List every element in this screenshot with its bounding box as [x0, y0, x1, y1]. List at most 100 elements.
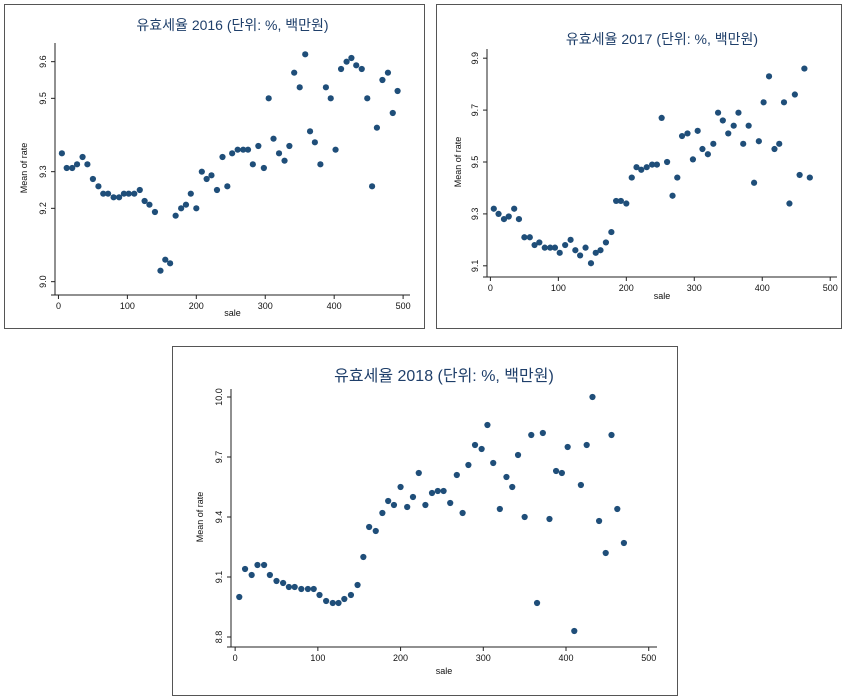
data-point: [546, 515, 553, 523]
x-tick-label: 400: [755, 283, 770, 293]
data-point: [397, 483, 404, 491]
data-point: [360, 553, 367, 561]
x-tick-label: 400: [558, 653, 573, 663]
data-point: [335, 599, 342, 607]
data-point: [674, 174, 681, 181]
data-point: [296, 84, 303, 91]
data-point: [322, 84, 330, 91]
x-tick-label: 300: [476, 653, 491, 663]
data-point: [589, 393, 596, 401]
x-tick-label: 500: [396, 301, 411, 311]
x-tick-label: 300: [258, 301, 273, 311]
data-point: [266, 571, 273, 579]
data-point: [89, 175, 97, 183]
data-point: [390, 501, 398, 509]
data-point: [623, 200, 630, 207]
data-point: [240, 146, 247, 153]
data-point: [678, 132, 686, 140]
data-point: [760, 99, 767, 106]
data-point: [79, 153, 86, 161]
data-point: [255, 142, 262, 150]
data-point: [317, 161, 324, 168]
data-point: [203, 175, 210, 183]
data-point: [364, 95, 371, 102]
y-tick-label: 9.4: [214, 511, 224, 524]
data-point: [389, 109, 396, 117]
data-point: [796, 171, 803, 179]
data-point: [422, 501, 429, 509]
y-tick-label: 9.7: [214, 451, 224, 464]
data-point: [643, 164, 650, 171]
data-point: [95, 183, 102, 190]
chart-title-2018: 유효세율 2018 (단위: %, 백만원): [334, 367, 554, 385]
data-point: [348, 54, 355, 62]
x-tick-label: 0: [488, 283, 493, 293]
data-point: [539, 429, 546, 437]
data-point: [750, 179, 758, 186]
data-point: [116, 194, 123, 201]
data-point: [597, 247, 604, 254]
data-point: [213, 186, 221, 194]
y-tick-label: 8.8: [214, 631, 224, 644]
data-point: [547, 244, 554, 251]
data-point: [234, 146, 241, 153]
data-point: [541, 244, 548, 251]
y-tick-label: 9.0: [38, 275, 48, 288]
data-point: [514, 451, 522, 459]
chart-panel-2016: 유효세율 2016 (단위: %, 백만원) 0 100 200 300 400 500 9.…: [4, 4, 425, 329]
data-point: [526, 234, 533, 241]
y-tick-label: 9.1: [470, 260, 480, 273]
data-point: [379, 76, 386, 84]
data-point: [125, 190, 132, 197]
data-point: [347, 591, 355, 599]
data-point: [249, 161, 256, 168]
data-point: [187, 190, 194, 197]
x-tick-label: 200: [189, 301, 204, 311]
data-point: [628, 174, 635, 181]
data-point: [776, 140, 783, 147]
data-point: [735, 109, 742, 116]
data-point: [84, 161, 91, 168]
data-point: [379, 509, 386, 517]
data-point: [323, 597, 330, 605]
data-point: [551, 244, 559, 251]
data-point: [556, 249, 563, 256]
data-point: [291, 69, 298, 76]
x-tick-label: 0: [233, 653, 238, 663]
data-point: [131, 190, 138, 197]
chart-panel-2018: 유효세율 2018 (단위: %, 백만원) 0 100 200 300 400 500 8.…: [172, 346, 678, 696]
data-point: [110, 194, 117, 201]
data-point: [663, 158, 671, 166]
data-point: [311, 139, 318, 146]
data-point: [633, 164, 640, 171]
x-tick-label: 100: [120, 301, 135, 311]
data-point: [771, 145, 778, 153]
data-point: [602, 239, 610, 246]
data-point: [755, 138, 762, 145]
data-point: [280, 579, 287, 587]
y-tick-label: 9.5: [470, 156, 480, 169]
y-axis-title-2017: Mean of rate: [453, 137, 463, 188]
data-point: [558, 469, 565, 477]
data-point: [236, 593, 243, 601]
data-point: [291, 583, 298, 591]
data-point: [440, 487, 447, 495]
data-point: [478, 445, 485, 453]
y-axis-title-2018: Mean of rate: [195, 492, 205, 543]
data-point: [459, 509, 466, 517]
data-point: [136, 186, 143, 194]
data-point: [638, 166, 645, 173]
data-point: [533, 599, 541, 607]
data-point: [562, 241, 569, 249]
chart-title-2017: 유효세율 2017 (단위: %, 백만원): [566, 31, 758, 47]
data-point: [503, 473, 510, 481]
data-point: [73, 161, 81, 168]
data-point: [536, 239, 543, 246]
data-point: [614, 505, 621, 513]
data-point: [146, 201, 153, 208]
x-tick-label: 100: [310, 653, 325, 663]
data-point: [337, 65, 345, 73]
y-tick-label: 10.0: [214, 388, 224, 406]
data-point: [254, 561, 261, 569]
x-tick-label: 0: [56, 301, 61, 311]
